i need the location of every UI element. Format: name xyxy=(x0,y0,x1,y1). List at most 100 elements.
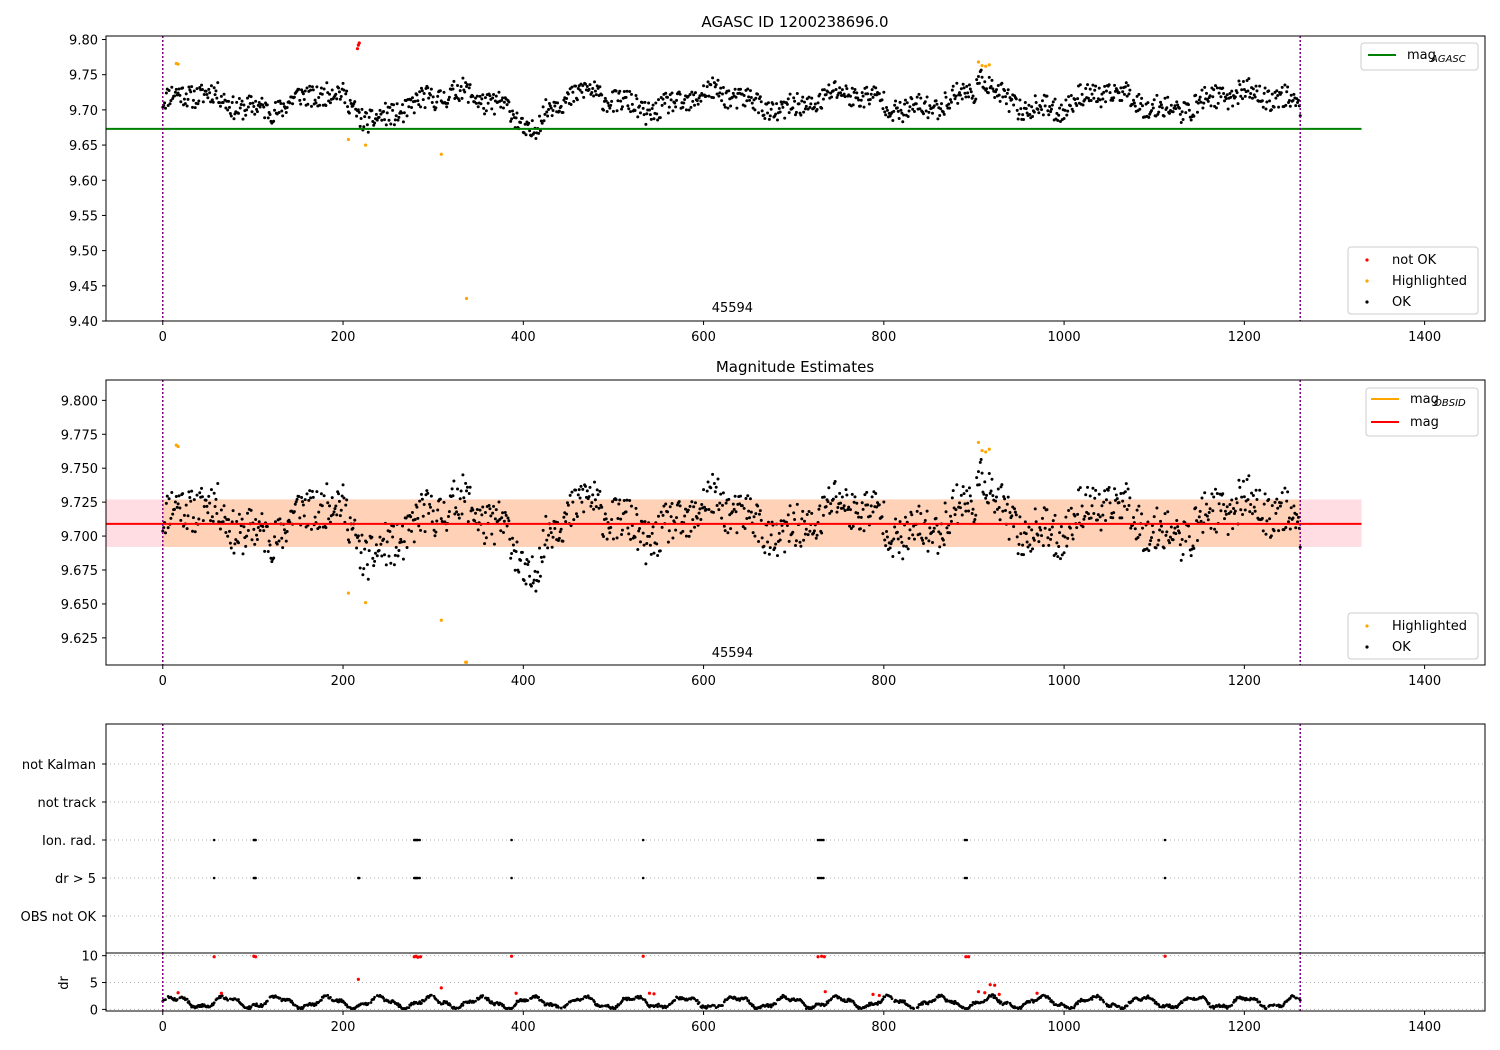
ok-point xyxy=(360,533,364,537)
ok-point xyxy=(165,494,169,498)
dr-point xyxy=(657,1002,660,1006)
ok-point xyxy=(1211,95,1215,99)
ok-point xyxy=(893,525,897,529)
ok-point xyxy=(426,491,430,495)
ok-point xyxy=(200,83,204,87)
ok-point xyxy=(473,519,477,523)
ok-point xyxy=(859,98,863,102)
ok-point xyxy=(883,110,887,114)
dr-point xyxy=(693,997,696,1001)
ok-point xyxy=(1157,110,1161,114)
ok-point xyxy=(629,92,633,96)
flag-point xyxy=(416,876,420,880)
ok-point xyxy=(746,494,750,498)
ok-point xyxy=(958,91,962,95)
ok-point xyxy=(1022,118,1026,122)
ok-point xyxy=(1058,557,1062,561)
ok-point xyxy=(793,517,797,521)
dr-point xyxy=(185,997,189,1001)
ok-point xyxy=(1222,502,1226,506)
ok-point xyxy=(583,82,587,86)
ok-point xyxy=(377,115,381,119)
ok-point xyxy=(971,94,975,98)
ok-point xyxy=(1146,520,1150,524)
ok-point xyxy=(788,92,792,96)
ok-point xyxy=(378,108,382,112)
ok-point xyxy=(752,515,756,519)
ok-point xyxy=(880,515,884,519)
ok-point xyxy=(1133,527,1137,531)
ok-point xyxy=(740,504,744,508)
ok-point xyxy=(788,504,792,508)
ok-point xyxy=(824,93,828,97)
dr-point xyxy=(420,1001,423,1005)
ok-point xyxy=(337,499,341,503)
ok-point xyxy=(892,109,896,113)
ok-point xyxy=(248,101,252,105)
ok-point xyxy=(355,546,359,550)
ok-point xyxy=(1001,509,1005,513)
ok-point xyxy=(1086,485,1090,489)
ok-point xyxy=(987,471,991,475)
ok-point xyxy=(255,533,259,537)
ok-point xyxy=(838,491,842,495)
ok-point xyxy=(471,508,475,512)
dr-point xyxy=(369,1001,373,1004)
ok-point xyxy=(1005,91,1009,95)
ok-point xyxy=(778,110,782,114)
ok-point xyxy=(450,487,454,491)
ok-point xyxy=(596,493,600,497)
ok-point xyxy=(257,520,261,524)
ok-point xyxy=(212,491,216,495)
ok-point xyxy=(445,105,449,109)
ok-point xyxy=(490,532,494,536)
ok-point xyxy=(815,533,819,537)
ok-point xyxy=(822,88,826,92)
ok-point xyxy=(895,106,899,110)
ok-point xyxy=(648,543,652,547)
flag-point xyxy=(820,876,823,880)
ok-point xyxy=(254,518,258,522)
ok-point xyxy=(1068,526,1072,530)
flag-point xyxy=(510,876,513,880)
ok-point xyxy=(365,123,369,127)
flag-category-label: not track xyxy=(37,796,96,811)
ok-point xyxy=(341,483,345,487)
dr-point xyxy=(584,996,588,999)
ok-point xyxy=(557,109,561,113)
ok-point xyxy=(532,578,536,582)
ok-point xyxy=(559,527,563,531)
ok-point xyxy=(871,95,875,99)
ok-point xyxy=(969,90,973,94)
ok-point xyxy=(1254,84,1258,88)
ok-point xyxy=(215,96,219,100)
y-tick-label: 9.675 xyxy=(61,564,98,579)
ok-point xyxy=(720,92,724,96)
ok-point xyxy=(960,97,964,101)
ok-point xyxy=(673,101,677,105)
ok-point xyxy=(318,525,322,529)
ok-point xyxy=(945,526,949,530)
ok-point xyxy=(1018,98,1022,102)
dr-ylabel: dr xyxy=(57,976,72,990)
ok-point xyxy=(1232,511,1236,515)
ok-point xyxy=(858,104,862,108)
ok-point xyxy=(661,513,665,517)
ok-point xyxy=(517,570,521,574)
ok-point xyxy=(1090,92,1094,96)
dr-point xyxy=(1272,1003,1276,1007)
ok-point xyxy=(611,537,615,541)
ok-point xyxy=(510,109,514,113)
ok-point xyxy=(1073,514,1077,518)
ok-point xyxy=(1092,512,1096,516)
ok-point xyxy=(635,97,639,101)
ok-point xyxy=(927,110,931,114)
ok-point xyxy=(474,96,478,100)
ok-point xyxy=(278,517,282,521)
ok-point xyxy=(1015,535,1019,539)
ok-point xyxy=(1289,506,1293,510)
dr-red-point xyxy=(356,977,360,981)
ok-point xyxy=(780,102,784,106)
ok-point xyxy=(783,116,787,120)
